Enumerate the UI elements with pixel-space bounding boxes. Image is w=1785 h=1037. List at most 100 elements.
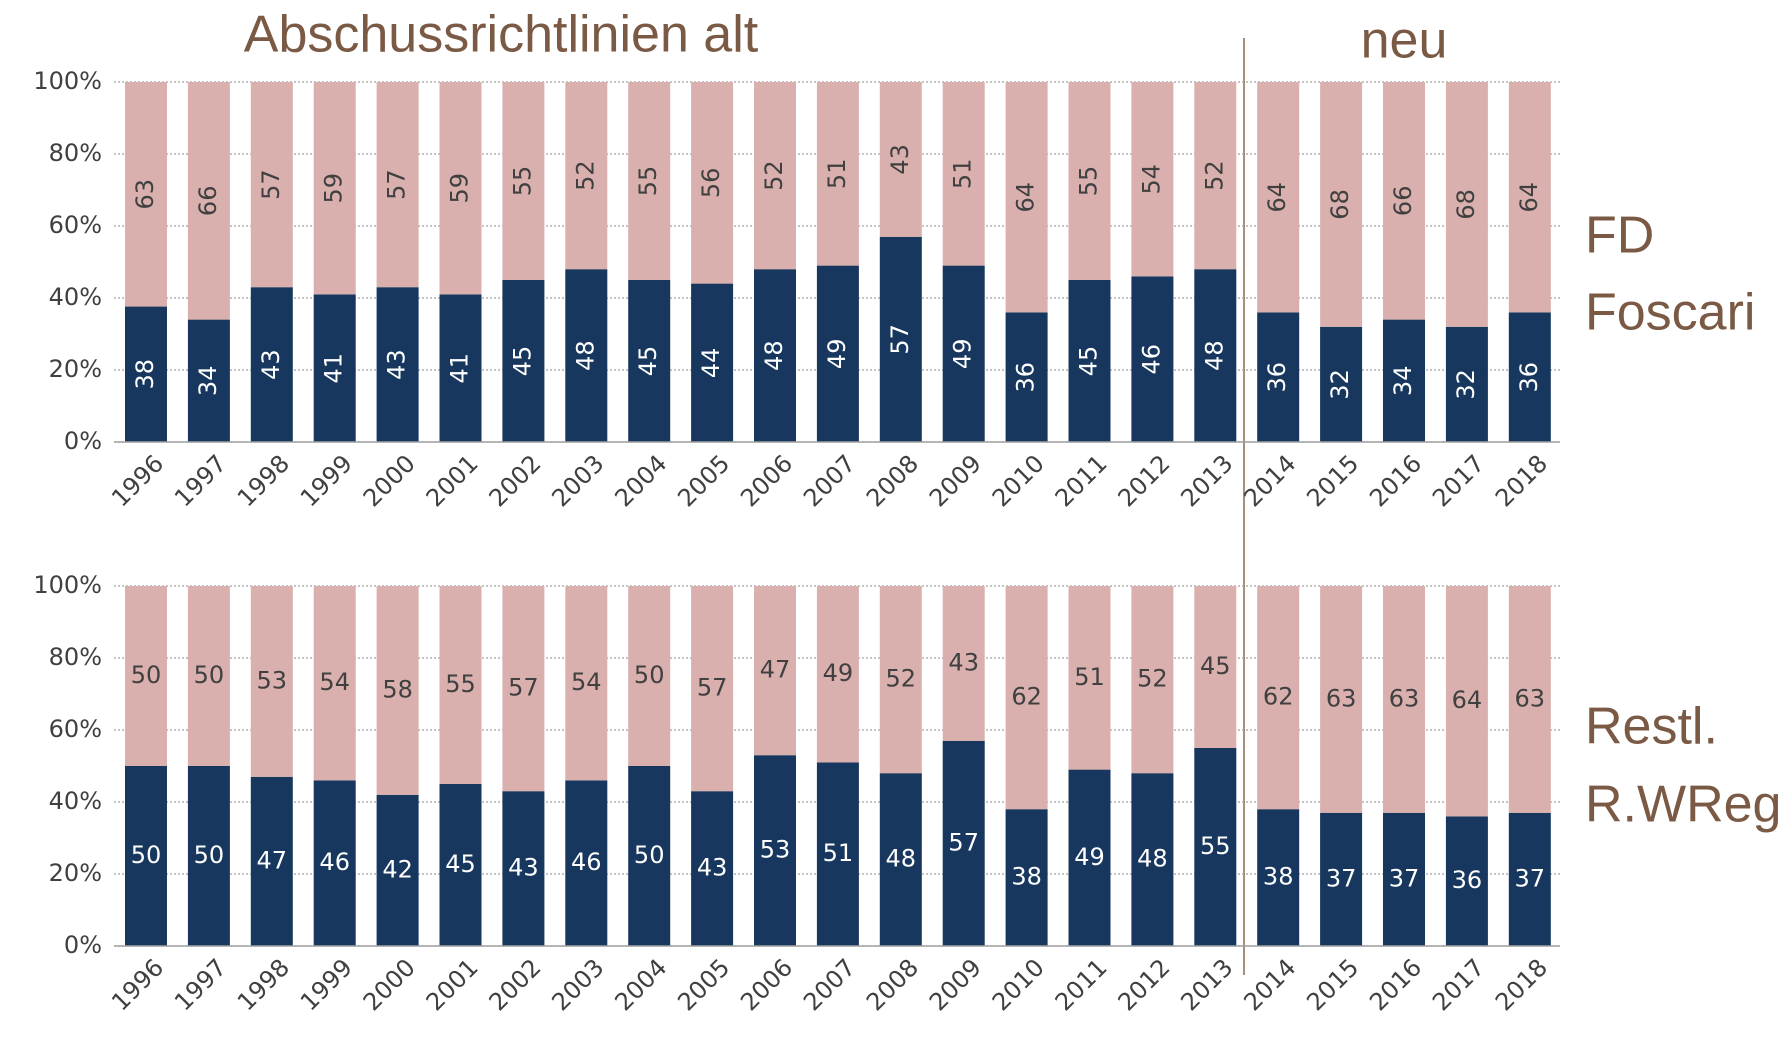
value-label: 48 — [886, 845, 917, 873]
value-label: 36 — [1452, 866, 1483, 894]
bar-segment — [1445, 586, 1488, 817]
value-label: 48 — [571, 340, 599, 371]
value-label: 55 — [1200, 832, 1231, 860]
bar-segment — [816, 265, 859, 442]
bar-segment — [691, 82, 734, 284]
bar-segment — [502, 791, 545, 946]
value-label: 36 — [1263, 362, 1291, 393]
bar-segment — [1383, 82, 1425, 320]
bar-segment — [502, 586, 545, 792]
value-label: 38 — [1011, 863, 1042, 891]
bar-segment — [879, 773, 922, 946]
value-label: 43 — [508, 854, 539, 882]
bar-segment — [439, 294, 482, 442]
x-tick-label: 2014 — [1238, 449, 1301, 512]
bar-segment — [376, 287, 419, 442]
value-label: 53 — [257, 666, 288, 694]
value-label: 64 — [1263, 182, 1291, 213]
bar-segment — [628, 280, 671, 442]
y-tick-label: 60% — [49, 715, 102, 743]
bar-segment — [1005, 312, 1048, 442]
value-label: 45 — [445, 850, 476, 878]
bar-segment — [1445, 326, 1488, 442]
panel-label: FD — [1585, 207, 1654, 265]
bar-segment — [1068, 769, 1111, 946]
y-tick-label: 80% — [49, 643, 102, 671]
bar-segment — [1320, 326, 1363, 442]
x-tick-label: 2018 — [1490, 953, 1553, 1016]
value-label: 55 — [508, 166, 536, 197]
bar-segment — [1383, 319, 1425, 442]
bar-segment — [125, 766, 167, 946]
x-tick-label: 2011 — [1050, 953, 1113, 1016]
value-label: 66 — [194, 186, 222, 217]
value-label: 43 — [886, 144, 914, 175]
y-tick-label: 20% — [49, 355, 102, 383]
value-label: 54 — [319, 668, 350, 696]
bar-segment — [754, 755, 796, 946]
x-tick-label: 2014 — [1238, 953, 1301, 1016]
value-label: 56 — [697, 168, 725, 199]
value-label: 63 — [1326, 684, 1357, 712]
value-label: 64 — [1515, 182, 1543, 213]
x-tick-label: 2007 — [798, 449, 861, 512]
value-label: 52 — [1137, 665, 1168, 693]
bar-segment — [250, 287, 293, 442]
bar-segment — [376, 794, 419, 946]
value-label: 36 — [1012, 362, 1040, 393]
x-tick-label: 2003 — [547, 449, 610, 512]
bar-segment — [439, 784, 482, 946]
bar-segment — [1194, 269, 1237, 442]
bar-segment — [1383, 586, 1425, 813]
bar-segment — [1320, 82, 1363, 327]
value-label: 51 — [1074, 663, 1105, 691]
x-tick-label: 2002 — [484, 449, 547, 512]
value-label: 37 — [1515, 864, 1546, 892]
x-tick-label: 1997 — [169, 953, 232, 1016]
x-tick-label: 2004 — [609, 449, 672, 512]
bar-segment — [187, 82, 230, 320]
bar-segment — [1131, 82, 1174, 277]
value-label: 50 — [131, 841, 162, 869]
value-label: 59 — [320, 173, 348, 204]
y-tick-label: 40% — [49, 283, 102, 311]
bar-segment — [1320, 586, 1363, 813]
value-label: 57 — [948, 828, 979, 856]
bar-segment — [313, 82, 356, 295]
value-label: 57 — [508, 674, 539, 702]
value-label: 49 — [823, 339, 851, 370]
bar-segment — [754, 269, 796, 442]
x-tick-label: 2008 — [861, 449, 924, 512]
y-tick-label: 40% — [49, 787, 102, 815]
bar-segment — [125, 82, 167, 307]
bar-segment — [1257, 312, 1300, 442]
bar-segment — [879, 82, 922, 237]
y-tick-label: 0% — [64, 427, 102, 455]
value-label: 54 — [571, 668, 602, 696]
x-tick-label: 2002 — [484, 953, 547, 1016]
value-label: 36 — [1515, 362, 1543, 393]
x-tick-label: 2013 — [1176, 449, 1239, 512]
y-tick-label: 100% — [33, 571, 102, 599]
bar-segment — [250, 586, 293, 777]
bar-segment — [1257, 809, 1300, 946]
x-tick-label: 2009 — [924, 449, 987, 512]
value-label: 32 — [1452, 369, 1480, 400]
y-tick-label: 60% — [49, 211, 102, 239]
bar-segment — [816, 762, 859, 946]
value-label: 45 — [634, 346, 662, 377]
x-tick-label: 2000 — [358, 449, 421, 512]
bar-segment — [1068, 586, 1111, 770]
bar-segment — [1068, 280, 1111, 442]
value-label: 64 — [1012, 182, 1040, 213]
bar-segment — [1005, 809, 1048, 946]
bar-segment — [1508, 312, 1551, 442]
value-label: 43 — [257, 349, 285, 380]
bar-segment — [187, 586, 230, 766]
x-tick-label: 2012 — [1113, 449, 1176, 512]
bar-segment — [1383, 812, 1425, 946]
value-label: 68 — [1452, 189, 1480, 220]
value-label: 32 — [1326, 369, 1354, 400]
bar-segment — [816, 586, 859, 763]
